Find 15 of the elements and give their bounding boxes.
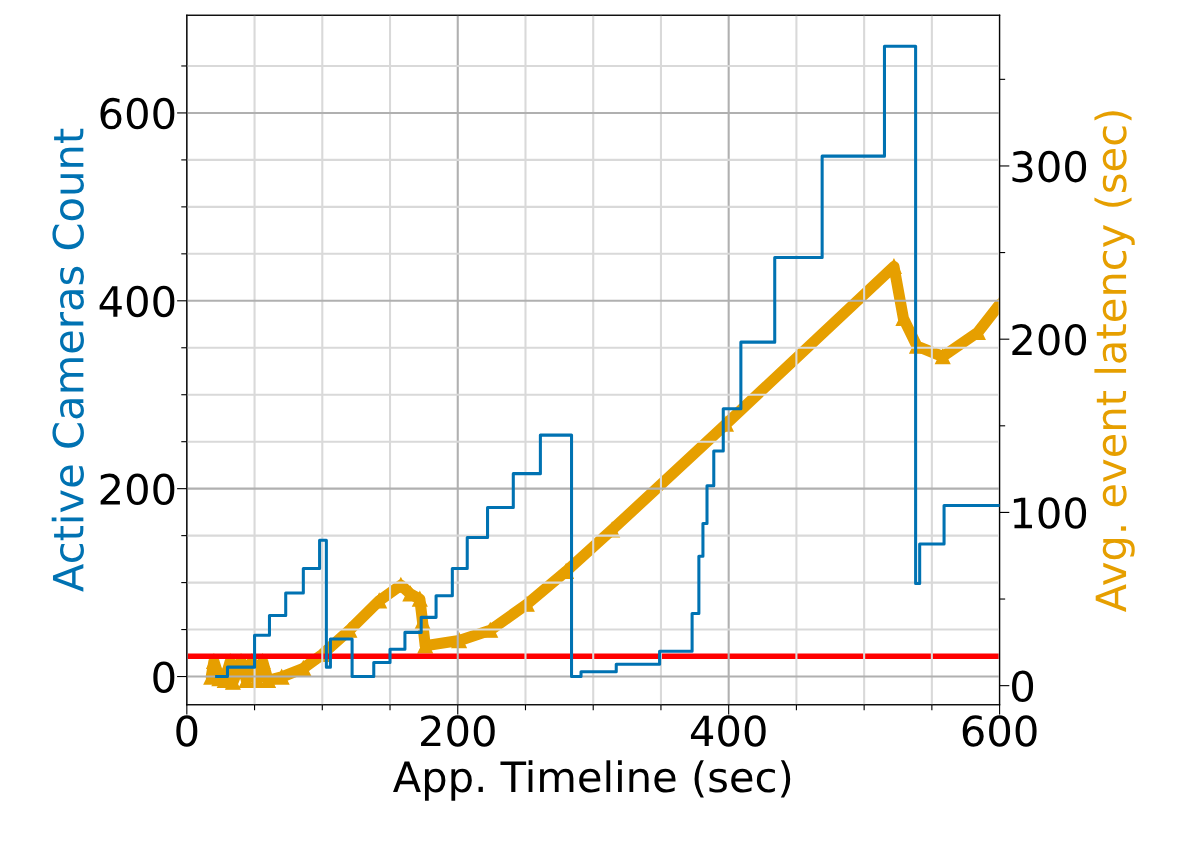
y2-axis-title: Avg. event latency (sec) <box>1094 111 1135 612</box>
y-tick-label: 0 <box>153 661 175 693</box>
y2-tick-label: 0 <box>1012 670 1034 703</box>
x-tick-label: 0 <box>176 715 198 747</box>
x-tick-label: 600 <box>962 715 1037 747</box>
y2-tick-label: 100 <box>1013 497 1087 529</box>
y-tick-label: 200 <box>100 473 175 506</box>
x-tick-label: 400 <box>690 715 766 747</box>
y2-tick-label: 200 <box>1012 324 1087 356</box>
y-axis-title: Active Cameras Count <box>51 128 84 592</box>
y-tick-label: 600 <box>100 97 175 130</box>
x-tick-label: 200 <box>421 715 495 747</box>
y-tick-label: 400 <box>99 285 175 318</box>
y2-tick-label: 300 <box>1012 150 1087 183</box>
x-axis-title: App. Timeline (sec) <box>393 760 791 801</box>
